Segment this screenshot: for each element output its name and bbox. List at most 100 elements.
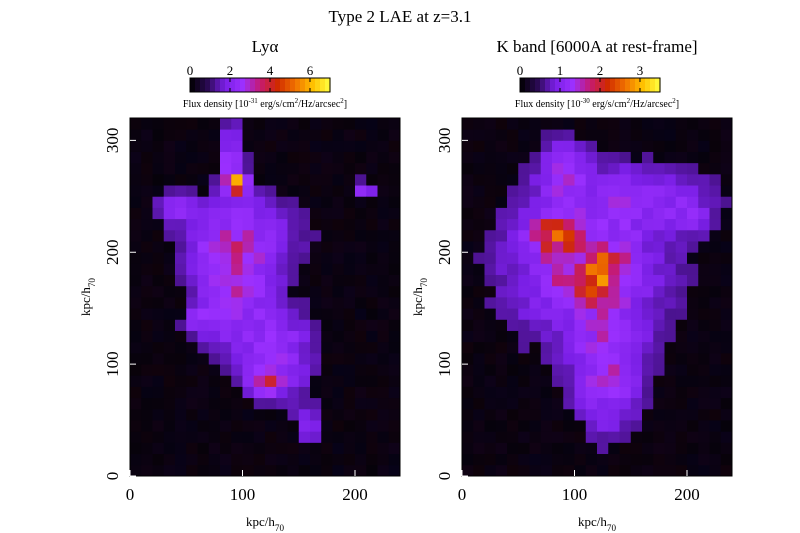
heatmap-cell bbox=[540, 297, 553, 309]
heatmap-cell bbox=[473, 375, 485, 387]
heatmap-cell bbox=[163, 196, 176, 208]
heatmap-cell bbox=[220, 464, 232, 477]
heatmap-cell bbox=[366, 319, 378, 331]
heatmap-cell bbox=[366, 285, 378, 298]
heatmap-cell bbox=[141, 229, 153, 242]
heatmap-cell bbox=[574, 129, 587, 141]
heatmap-cell bbox=[130, 162, 142, 175]
heatmap-cell bbox=[507, 341, 519, 354]
heatmap-cell bbox=[462, 308, 474, 320]
heatmap-cell bbox=[287, 319, 300, 331]
heatmap-cell bbox=[343, 386, 356, 399]
heatmap-cell bbox=[332, 173, 345, 186]
heatmap-cell bbox=[141, 453, 153, 466]
heatmap-cell bbox=[141, 397, 153, 410]
heatmap-cell bbox=[552, 308, 564, 320]
heatmap-cell bbox=[597, 196, 609, 208]
heatmap-cell bbox=[462, 431, 474, 443]
heatmap-cell bbox=[242, 330, 255, 343]
heatmap-cell bbox=[332, 274, 345, 287]
heatmap-cell bbox=[664, 364, 677, 376]
heatmap-cell bbox=[253, 229, 266, 242]
heatmap-cell bbox=[152, 330, 165, 343]
heatmap-cell bbox=[484, 375, 497, 387]
heatmap-cell bbox=[163, 352, 176, 365]
heatmap-cell bbox=[298, 386, 311, 399]
heatmap-cell bbox=[231, 241, 243, 253]
heatmap-cell bbox=[332, 308, 345, 320]
heatmap-cell bbox=[220, 140, 232, 152]
heatmap-cell bbox=[698, 319, 710, 331]
heatmap-cell bbox=[495, 218, 508, 231]
heatmap-cell bbox=[130, 297, 142, 309]
heatmap-cell bbox=[197, 151, 210, 164]
heatmap-cell bbox=[377, 162, 390, 175]
heatmap-cell bbox=[366, 397, 378, 410]
heatmap-cell bbox=[377, 431, 390, 443]
heatmap-cell bbox=[484, 140, 497, 152]
heatmap-cell bbox=[163, 252, 176, 264]
heatmap-cell bbox=[298, 263, 311, 276]
heatmap-cell bbox=[130, 330, 142, 343]
heatmap-cell bbox=[540, 140, 553, 152]
heatmap-cell bbox=[687, 263, 699, 276]
heatmap-cell bbox=[608, 218, 620, 231]
heatmap-cell bbox=[529, 229, 542, 242]
heatmap-cell bbox=[388, 464, 401, 477]
heatmap-cell bbox=[619, 341, 632, 354]
heatmap-cell bbox=[597, 162, 609, 175]
heatmap-cell bbox=[720, 397, 733, 410]
heatmap-cell bbox=[253, 196, 266, 208]
heatmap-cell bbox=[253, 420, 266, 432]
heatmap-cell bbox=[529, 453, 542, 466]
heatmap-cell bbox=[709, 151, 722, 164]
heatmap-cell bbox=[529, 431, 542, 443]
heatmap-cell bbox=[287, 375, 300, 387]
heatmap-cell bbox=[175, 397, 187, 410]
heatmap-cell bbox=[298, 352, 311, 365]
heatmap-cell bbox=[388, 151, 401, 164]
heatmap-cell bbox=[608, 352, 620, 365]
colorbar-segment bbox=[575, 78, 581, 92]
heatmap-cell bbox=[563, 442, 575, 455]
heatmap-cell bbox=[619, 464, 632, 477]
heatmap-cell bbox=[462, 173, 474, 186]
heatmap-cell bbox=[540, 464, 553, 477]
heatmap-cell bbox=[163, 341, 176, 354]
heatmap-cell bbox=[231, 207, 243, 220]
heatmap-cell bbox=[473, 207, 485, 220]
heatmap-cell bbox=[287, 308, 300, 320]
heatmap-cell bbox=[608, 442, 620, 455]
heatmap-cell bbox=[265, 420, 277, 432]
heatmap-cell bbox=[720, 185, 733, 197]
heatmap-cell bbox=[653, 173, 665, 186]
heatmap-cell bbox=[343, 341, 356, 354]
heatmap-cell bbox=[175, 364, 187, 376]
heatmap-cell bbox=[574, 330, 587, 343]
heatmap-cell bbox=[698, 397, 710, 410]
colorbar-segment bbox=[580, 78, 586, 92]
heatmap-cell bbox=[709, 252, 722, 264]
heatmap-cell bbox=[141, 185, 153, 197]
heatmap-cell bbox=[518, 453, 530, 466]
heatmap-cell bbox=[298, 442, 311, 455]
heatmap-cell bbox=[462, 118, 474, 130]
heatmap-cell bbox=[321, 162, 333, 175]
heatmap-cell bbox=[310, 341, 322, 354]
heatmap-cell bbox=[664, 241, 677, 253]
heatmap-cell bbox=[698, 162, 710, 175]
heatmap-cell bbox=[507, 420, 519, 432]
heatmap-cell bbox=[563, 173, 575, 186]
heatmap-cell bbox=[540, 364, 553, 376]
heatmap-cell bbox=[298, 129, 311, 141]
heatmap-cell bbox=[186, 408, 198, 421]
heatmap-cell bbox=[664, 464, 677, 477]
heatmap-cell bbox=[388, 408, 401, 421]
heatmap-cell bbox=[377, 408, 390, 421]
heatmap-cell bbox=[563, 241, 575, 253]
heatmap-cell bbox=[675, 129, 688, 141]
heatmap-cell bbox=[642, 173, 654, 186]
heatmap-cell bbox=[664, 319, 677, 331]
heatmap-cell bbox=[507, 162, 519, 175]
heatmap-cell bbox=[287, 274, 300, 287]
